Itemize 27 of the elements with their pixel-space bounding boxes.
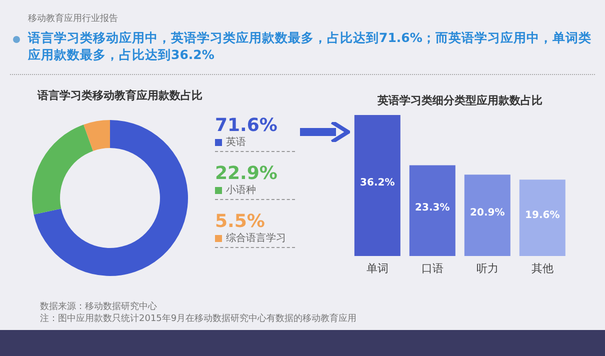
x-tick-label: 口语 (422, 262, 444, 275)
legend-label: 小语种 (225, 184, 257, 197)
bar (519, 180, 566, 256)
data-label: 20.9% (470, 207, 505, 218)
x-tick-label: 其他 (532, 262, 554, 275)
data-label: 19.6% (525, 210, 560, 221)
bar (409, 165, 456, 256)
data-label: 22.9% (215, 163, 278, 184)
donut-slice (32, 124, 94, 215)
donut-slice (34, 120, 188, 276)
legend-label: 综合语言学习 (225, 232, 287, 245)
data-label: 36.2% (360, 178, 395, 188)
x-tick-label: 听力 (476, 262, 498, 275)
text: 注：图中应用款数只统计2015年9月在移动数据研究中心有数据的移动教育应用 (40, 313, 357, 325)
data-label: 71.6% (215, 115, 278, 136)
bar (464, 174, 510, 256)
bar (354, 115, 400, 256)
legend-label: 英语 (225, 136, 247, 149)
data-label: 23.3% (415, 202, 450, 214)
x-tick-label: 单词 (366, 262, 388, 275)
text: 语言学习类移动应用中，英语学习类应用款数最多，占比达到71.6%；而英语学习应用中，单词类应用款数最多，占比达到36.2% (28, 29, 592, 63)
data-label: 5.5% (215, 211, 266, 232)
donut-slice (84, 120, 110, 151)
source-note: 数据来源：移动数据研究中心 (40, 301, 158, 313)
text: 移动教育应用行业报告 (28, 12, 118, 25)
chart-title: 英语学习类细分类型应用款数占比 (376, 93, 544, 108)
chart-title: 语言学习类移动教育应用款数占比 (36, 88, 204, 103)
